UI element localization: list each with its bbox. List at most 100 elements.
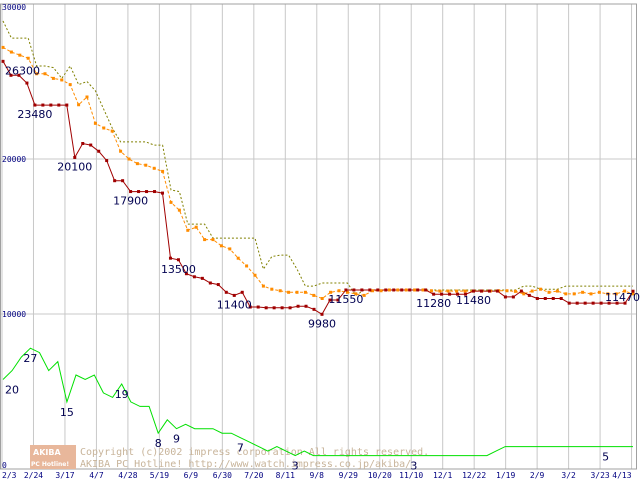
point-avg-price: [354, 292, 358, 296]
data-label-shops: 27: [23, 352, 37, 365]
data-label-shops: 9: [173, 433, 180, 446]
point-min-price: [208, 281, 212, 285]
point-avg-price: [51, 76, 55, 80]
point-min-price: [599, 301, 603, 305]
series-line-avg-price: [2, 46, 634, 300]
point-min-price: [73, 155, 77, 159]
point-avg-price: [539, 287, 543, 291]
point-min-price: [360, 288, 364, 292]
data-label-min-price: 13500: [161, 263, 196, 276]
point-min-price: [495, 289, 499, 293]
point-min-price: [145, 190, 149, 194]
point-avg-price: [60, 78, 64, 82]
point-avg-price: [606, 292, 610, 296]
x-tick-label: 2/24: [24, 471, 43, 480]
point-min-price: [1, 59, 5, 63]
point-avg-price: [287, 290, 291, 294]
point-avg-price: [26, 56, 30, 60]
series-markers: [1, 45, 635, 316]
point-min-price: [153, 190, 157, 194]
y-tick-label: 30000: [2, 3, 26, 12]
point-avg-price: [194, 225, 198, 229]
point-avg-price: [429, 289, 433, 293]
akiba-logo-box: [30, 445, 76, 469]
point-min-price: [280, 306, 284, 310]
point-min-price: [256, 305, 260, 309]
point-avg-price: [295, 290, 299, 294]
point-avg-price: [245, 264, 249, 268]
point-min-price: [456, 292, 460, 296]
point-min-price: [200, 276, 204, 280]
point-min-price: [129, 190, 133, 194]
x-tick-label: 3/2: [561, 471, 576, 480]
data-label-min-price: 11280: [416, 297, 451, 310]
x-tick-label: 7/20: [244, 471, 263, 480]
data-label-shops: 20: [5, 384, 19, 397]
point-avg-price: [337, 289, 341, 293]
point-avg-price: [362, 293, 366, 297]
data-label-min-price: 11480: [456, 294, 491, 307]
point-avg-price: [631, 292, 635, 296]
data-label-shops: 5: [602, 451, 609, 464]
point-min-price: [160, 191, 164, 195]
point-min-price: [519, 289, 523, 293]
point-avg-price: [345, 290, 349, 294]
series-line-min-price: [2, 61, 634, 315]
x-tick-label: 3/23: [590, 471, 609, 480]
point-min-price: [97, 149, 101, 153]
point-min-price: [591, 301, 595, 305]
point-avg-price: [68, 83, 72, 87]
point-avg-price: [623, 289, 627, 293]
series-line-max-price: [2, 20, 633, 297]
point-avg-price: [228, 247, 232, 251]
point-avg-price: [555, 289, 559, 293]
point-avg-price: [203, 238, 207, 242]
point-avg-price: [186, 228, 190, 232]
point-avg-price: [530, 289, 534, 293]
data-label-shops: 15: [60, 406, 74, 419]
point-min-price: [479, 289, 483, 293]
x-tick-label: 4/13: [612, 471, 631, 480]
point-min-price: [272, 306, 276, 310]
series-lines: [2, 20, 634, 457]
point-min-price: [432, 292, 436, 296]
data-label-min-price: 11550: [328, 293, 363, 306]
data-label-shops: 3: [410, 460, 417, 473]
akiba-logo-top: AKIBA: [33, 448, 61, 457]
point-min-price: [551, 297, 555, 300]
y-tick-label: 10000: [2, 310, 26, 319]
point-avg-price: [589, 292, 593, 296]
data-label-shops: 3: [292, 460, 299, 473]
site-url-line: AKIBA PC Hotline! http://www.watch.impre…: [80, 459, 411, 470]
x-tick-label: 9/8: [310, 471, 325, 480]
point-min-price: [184, 272, 188, 276]
point-avg-price: [236, 256, 240, 260]
point-min-price: [320, 312, 324, 316]
point-avg-price: [119, 149, 123, 153]
point-min-price: [368, 288, 372, 292]
copyright-line: Copyright (c)2002 impress corporation Al…: [80, 447, 429, 458]
point-min-price: [33, 103, 37, 107]
point-min-price: [89, 143, 93, 147]
point-avg-price: [597, 290, 601, 294]
point-min-price: [49, 103, 53, 107]
point-avg-price: [219, 244, 223, 248]
series-line-shops: [2, 347, 633, 457]
point-min-price: [448, 292, 452, 296]
data-label-shops: 7: [237, 442, 244, 455]
point-avg-price: [93, 121, 97, 125]
point-min-price: [121, 179, 125, 183]
point-min-price: [296, 304, 300, 308]
point-avg-price: [253, 273, 257, 277]
point-min-price: [248, 305, 252, 309]
point-avg-price: [413, 288, 417, 292]
point-avg-price: [463, 289, 467, 293]
x-tick-label: 2/3: [2, 471, 17, 480]
data-labels: 26300 23480 20100 17900 13500 11400 9980 11550 1…: [5, 64, 640, 472]
point-min-price: [168, 256, 172, 260]
point-min-price: [336, 298, 340, 302]
point-avg-price: [152, 166, 156, 170]
x-tick-label: 1/19: [496, 471, 515, 480]
point-min-price: [631, 289, 635, 293]
point-avg-price: [371, 289, 375, 293]
